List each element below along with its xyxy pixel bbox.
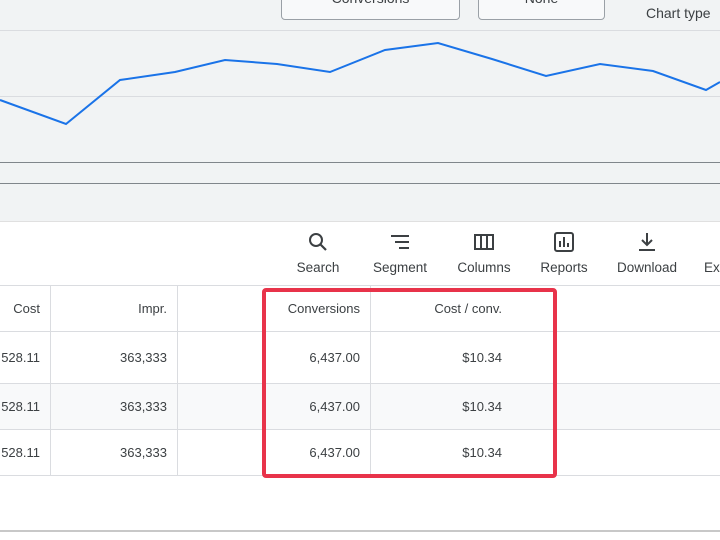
toolbar-label: Reports	[540, 260, 588, 275]
chart-type-label[interactable]: Chart type	[646, 5, 711, 21]
chart-area	[0, 0, 720, 222]
table-cell: $10.34	[462, 445, 502, 460]
table-cell: 528.11	[1, 350, 40, 365]
columns-icon	[474, 234, 494, 250]
reports-icon	[554, 232, 574, 252]
trend-chart	[0, 30, 720, 184]
download-icon	[639, 233, 655, 251]
row-border	[0, 383, 720, 384]
column-border	[370, 286, 371, 476]
toolbar-label: Segment	[372, 260, 428, 275]
column-border	[177, 286, 178, 476]
segment-button[interactable]: Segment	[360, 230, 440, 275]
data-table: Cost Impr. Conversions Cost / conv. 528.11 36…	[0, 286, 720, 476]
toolbar-label: Ex	[704, 260, 720, 275]
download-button[interactable]: Download	[607, 230, 687, 275]
table-cell: $10.34	[462, 350, 502, 365]
search-button[interactable]: Search	[278, 230, 358, 275]
reports-button[interactable]: Reports	[524, 230, 604, 275]
column-header: Cost	[13, 301, 40, 316]
table-cell: 363,333	[120, 399, 167, 414]
compare-button[interactable]: None	[478, 0, 605, 20]
column-header: Impr.	[138, 301, 167, 316]
table-cell: 363,333	[120, 350, 167, 365]
toolbar-label: Search	[296, 260, 340, 275]
expand-icon	[704, 230, 720, 254]
table-cell: 6,437.00	[309, 445, 360, 460]
column-header: Conversions	[287, 301, 360, 316]
table-cell: 528.11	[1, 399, 40, 414]
column-border	[50, 286, 51, 476]
table-cell: 6,437.00	[309, 399, 360, 414]
trend-line	[0, 41, 720, 126]
segment-icon	[391, 235, 409, 249]
table-cell: 363,333	[120, 445, 167, 460]
toolbar-label: Columns	[457, 260, 511, 275]
row-border	[0, 331, 720, 332]
metric-button[interactable]: Conversions	[281, 0, 460, 20]
table-cell: 528.11	[1, 445, 40, 460]
bottom-border	[0, 530, 720, 532]
search-icon	[309, 233, 327, 251]
table-cell: 6,437.00	[309, 350, 360, 365]
divider	[0, 221, 720, 222]
expand-button[interactable]: Ex	[704, 230, 720, 275]
columns-button[interactable]: Columns	[444, 230, 524, 275]
row-background	[0, 332, 720, 384]
toolbar-label: Download	[616, 260, 678, 275]
row-border	[0, 429, 720, 430]
highlight-box	[262, 288, 557, 478]
column-header: Cost / conv.	[434, 301, 502, 316]
table-cell: $10.34	[462, 399, 502, 414]
table-top-border	[0, 285, 720, 286]
row-background	[0, 384, 720, 430]
